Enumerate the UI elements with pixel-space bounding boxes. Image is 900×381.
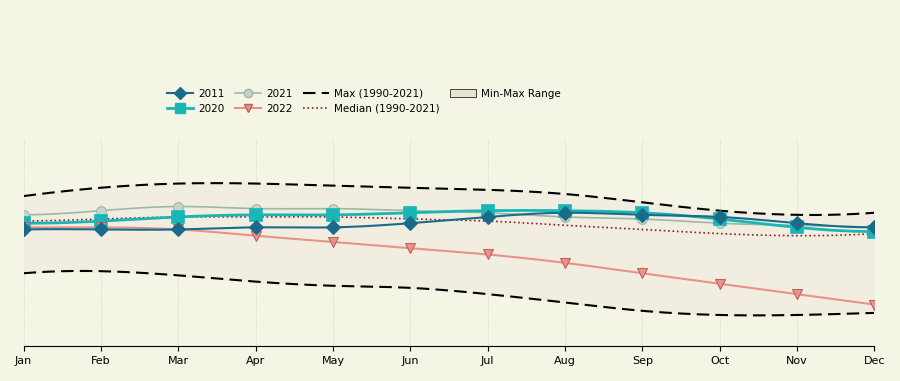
- Legend: 2011, 2020, 2021, 2022, Max (1990-2021), Median (1990-2021), Min-Max Range: 2011, 2020, 2021, 2022, Max (1990-2021),…: [163, 85, 565, 118]
